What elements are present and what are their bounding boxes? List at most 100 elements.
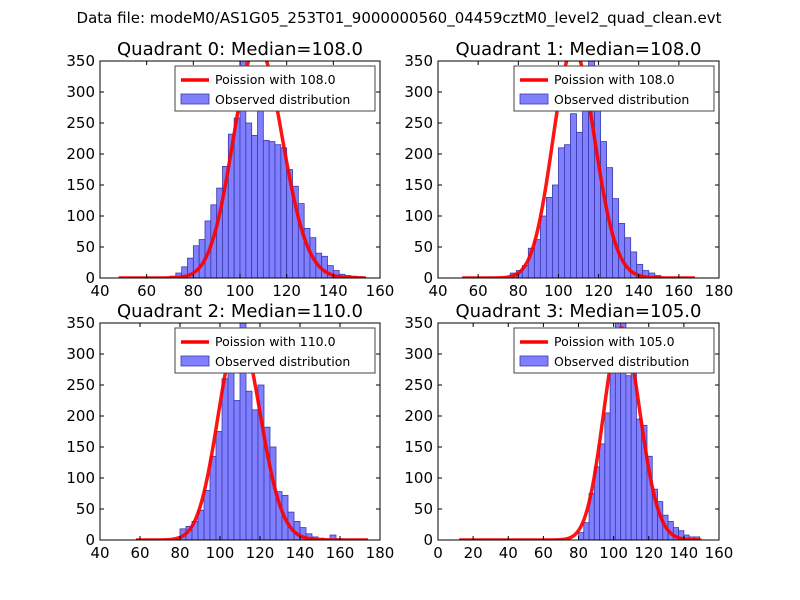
y-tick-label: 250 (404, 376, 433, 394)
legend-label-observed: Observed distribution (215, 354, 350, 369)
y-tick-label: 50 (414, 500, 433, 518)
y-tick-label: 50 (414, 238, 433, 256)
axes-frame (99, 322, 381, 541)
histogram-bar (251, 134, 258, 278)
histogram-bar (558, 147, 565, 278)
histogram-bar (221, 378, 229, 540)
x-tick-label: 80 (569, 544, 588, 562)
x-tick-label: 60 (469, 282, 488, 300)
histogram-bar (209, 455, 217, 540)
histogram-bar (625, 375, 632, 540)
x-tick-label: 40 (90, 544, 109, 562)
histogram-bar (564, 144, 571, 278)
x-tick-label: 100 (206, 544, 235, 562)
histogram-bar (570, 113, 577, 278)
histogram-bar (539, 215, 547, 278)
x-tick-label: 0 (433, 544, 443, 562)
x-tick-label: 160 (366, 282, 395, 300)
histogram-bar (251, 409, 259, 540)
legend-label-observed: Observed distribution (554, 92, 689, 107)
legend-label-poisson: Poission with 108.0 (554, 72, 675, 87)
legend: Poission with 108.0 Observed distribution (513, 65, 715, 112)
quadrant-panel-2: 40 60 80 100 120 140 160 180 0 50 100 150 200 250 300 3… (66, 301, 394, 562)
y-tick-label: 0 (85, 531, 95, 549)
histogram-bar (227, 365, 235, 540)
y-tick-label: 300 (66, 83, 95, 101)
y-tick-label: 150 (66, 176, 95, 194)
y-tick-label: 100 (66, 207, 95, 225)
x-tick-label: 20 (464, 544, 483, 562)
legend-bar-swatch (180, 355, 210, 367)
x-tick-label: 160 (326, 544, 355, 562)
y-tick-label: 0 (423, 269, 433, 287)
y-tick-label: 50 (76, 238, 95, 256)
x-tick-label: 60 (130, 544, 149, 562)
quadrant-panel-0: 40 60 80 100 120 140 160 0 50 100 150 200 250 300 350 Q… (66, 39, 394, 300)
histogram-bar (233, 117, 241, 278)
legend-bar-swatch (180, 93, 210, 105)
histogram-bar (604, 412, 611, 540)
y-tick-label: 150 (404, 176, 433, 194)
x-tick-label: 180 (366, 544, 395, 562)
panel-title: Quadrant 2: Median=110.0 (117, 301, 363, 322)
legend-label-observed: Observed distribution (554, 354, 689, 369)
x-tick-label: 120 (584, 282, 613, 300)
x-tick-label: 100 (226, 282, 255, 300)
y-tick-label: 350 (404, 314, 433, 332)
legend-label-poisson: Poission with 108.0 (215, 72, 336, 87)
x-tick-label: 80 (184, 282, 203, 300)
y-tick-label: 250 (66, 376, 95, 394)
x-tick-label: 140 (624, 282, 653, 300)
x-tick-label: 160 (665, 282, 694, 300)
histogram-bar (262, 139, 270, 278)
y-tick-label: 150 (66, 438, 95, 456)
panel-title: Quadrant 1: Median=108.0 (456, 39, 702, 60)
x-tick-label: 140 (319, 282, 348, 300)
y-tick-label: 200 (66, 407, 95, 425)
legend-label-poisson: Poission with 105.0 (554, 334, 675, 349)
y-tick-label: 0 (423, 531, 433, 549)
panel-title: Quadrant 0: Median=108.0 (117, 39, 363, 60)
legend: Poission with 108.0 Observed distribution (174, 65, 376, 112)
axes-frame (437, 60, 720, 279)
y-tick-label: 100 (66, 469, 95, 487)
figure-suptitle: Data file: modeM0/AS1G05_253T01_90000005… (77, 9, 722, 28)
histogram-bar (321, 255, 328, 278)
x-tick-label: 160 (705, 544, 734, 562)
legend-bar-swatch (519, 355, 549, 367)
x-tick-label: 180 (705, 282, 734, 300)
x-tick-label: 140 (670, 544, 699, 562)
x-tick-label: 60 (137, 282, 156, 300)
y-tick-label: 300 (404, 83, 433, 101)
panel-title: Quadrant 3: Median=105.0 (456, 301, 702, 322)
histogram-bar (257, 88, 264, 278)
histogram-bar (599, 443, 606, 540)
y-tick-label: 0 (85, 269, 95, 287)
x-tick-label: 80 (170, 544, 189, 562)
y-tick-label: 300 (66, 345, 95, 363)
y-tick-label: 350 (404, 52, 433, 70)
y-tick-label: 200 (404, 145, 433, 163)
histogram-bar (245, 390, 253, 540)
x-tick-label: 40 (428, 282, 447, 300)
x-tick-label: 140 (286, 544, 315, 562)
poisson-curve (459, 326, 702, 540)
y-tick-label: 250 (404, 114, 433, 132)
x-tick-label: 120 (246, 544, 275, 562)
legend-bar-swatch (519, 93, 549, 105)
y-tick-label: 300 (404, 345, 433, 363)
histogram-bar (594, 94, 601, 278)
legend-label-observed: Observed distribution (215, 92, 350, 107)
x-tick-label: 40 (499, 544, 518, 562)
y-tick-label: 200 (66, 145, 95, 163)
quadrant-panel-3: 0 20 40 60 80 100 120 140 160 0 50 100 150 200 250 300 3… (404, 301, 733, 562)
histogram-bar (233, 400, 241, 540)
histogram-bar (609, 365, 616, 540)
legend: Poission with 110.0 Observed distribution (174, 327, 376, 374)
y-tick-label: 250 (66, 114, 95, 132)
x-tick-label: 100 (544, 282, 573, 300)
histogram-bar (578, 532, 585, 540)
histogram-bar (545, 196, 553, 278)
y-tick-label: 350 (66, 314, 95, 332)
